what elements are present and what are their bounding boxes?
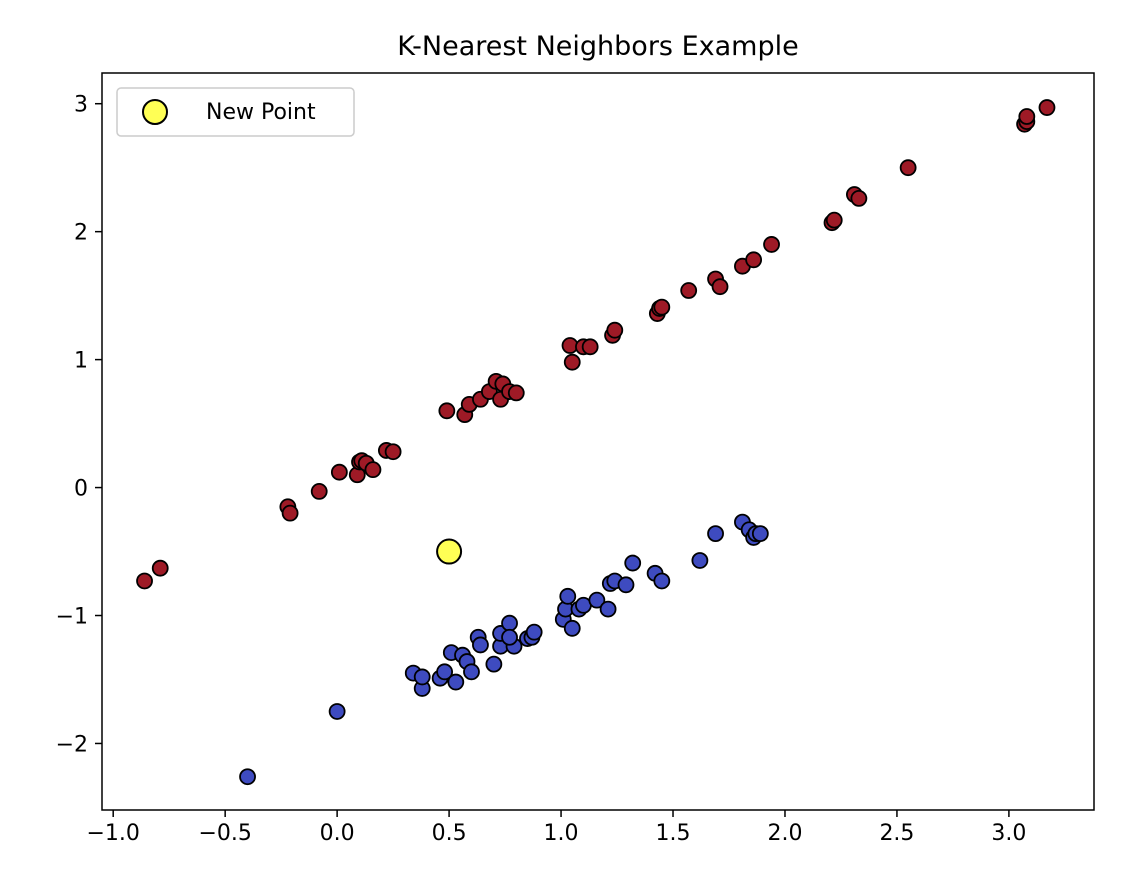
class-blue-point: [328, 703, 346, 720]
y-tick-label: 3: [74, 93, 88, 118]
x-axis: −1.0 −0.5 0.0 0.5 1.0 1.5 2.0 2.5 3.0: [86, 810, 1026, 846]
x-tick-label: −0.5: [198, 821, 251, 846]
y-tick-label: −2: [56, 732, 88, 757]
class-red-point: [653, 298, 671, 316]
class-red-point: [606, 321, 624, 339]
y-tick-label: 1: [74, 349, 88, 374]
class-red-point: [136, 572, 153, 590]
new-point-marker: [436, 538, 463, 565]
class-red-point: [1038, 99, 1056, 116]
points-layer: [136, 99, 1056, 786]
class-blue-point: [463, 663, 480, 681]
class-blue-point: [485, 655, 503, 673]
class-red-point: [364, 461, 382, 479]
legend: New Point: [116, 87, 355, 137]
y-axis: −2 −1 0 1 2 3: [56, 93, 102, 757]
class-blue-point: [472, 636, 489, 654]
legend-label-new-point: New Point: [206, 100, 316, 125]
class-blue-point: [559, 587, 577, 605]
legend-marker: [142, 99, 168, 125]
class-red-point: [745, 251, 763, 269]
class-red-point: [711, 278, 729, 296]
class-red-point: [438, 402, 456, 420]
class-red-point: [151, 559, 169, 577]
x-tick-label: 1.5: [656, 821, 691, 846]
class-red-point: [850, 189, 868, 207]
y-tick-label: 2: [74, 221, 88, 246]
class-blue-point: [413, 668, 431, 686]
class-blue-point: [588, 591, 606, 609]
x-tick-label: 2.5: [879, 821, 914, 846]
class-blue-point: [653, 572, 671, 590]
class-blue-point: [436, 663, 454, 681]
class-blue-point: [707, 525, 724, 543]
class-blue-point: [239, 768, 256, 786]
class-blue-point: [501, 628, 518, 646]
x-tick-label: 1.0: [544, 821, 579, 846]
x-tick-label: 0.0: [320, 821, 355, 846]
class-red-point: [281, 504, 299, 522]
legend-box: [116, 87, 355, 137]
class-red-point: [581, 338, 599, 356]
class-red-point: [563, 353, 581, 371]
class-red-point: [763, 236, 780, 253]
class-red-point: [680, 282, 698, 299]
class-red-point: [1018, 108, 1036, 125]
class-red-point: [384, 443, 402, 461]
class-red-point: [330, 463, 348, 481]
x-tick-label: 0.5: [432, 821, 467, 846]
class-red-point: [825, 211, 843, 229]
x-tick-label: 3.0: [991, 821, 1026, 846]
class-blue-point: [447, 673, 465, 691]
class-blue-point: [525, 623, 543, 641]
class-red-point: [507, 384, 525, 402]
class-blue-point: [501, 614, 518, 632]
x-tick-label: −1.0: [86, 821, 139, 846]
y-tick-label: −1: [56, 605, 88, 630]
chart-title: K-Nearest Neighbors Example: [397, 31, 798, 62]
class-blue-point: [599, 600, 617, 618]
class-blue-point: [617, 576, 635, 594]
class-blue-point: [691, 552, 709, 569]
class-blue-point: [624, 554, 642, 572]
class-blue-point: [563, 619, 581, 637]
x-tick-label: 2.0: [767, 821, 802, 846]
y-tick-label: 0: [74, 477, 88, 502]
class-blue-point: [751, 525, 769, 543]
class-red-point: [310, 483, 328, 500]
class-red-point: [899, 159, 917, 177]
plot-frame: [101, 72, 1095, 811]
